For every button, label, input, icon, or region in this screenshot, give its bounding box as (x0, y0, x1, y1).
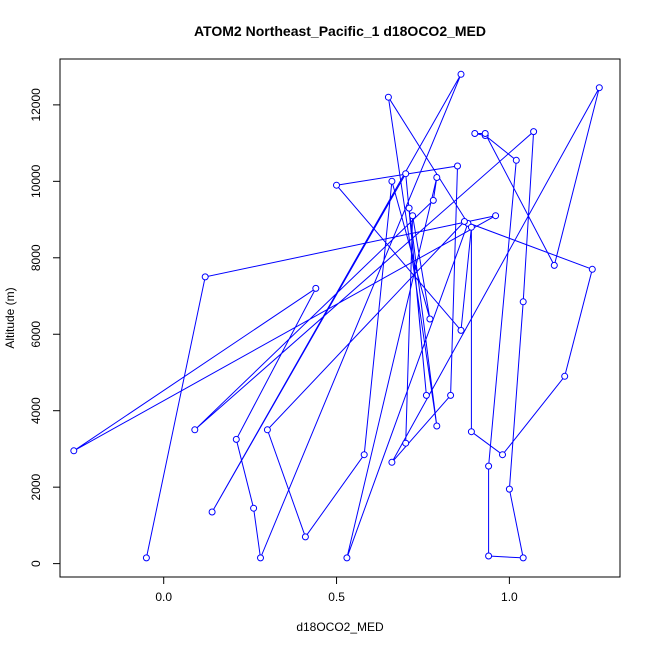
data-point (250, 504, 258, 512)
data-point (360, 451, 368, 459)
data-point (333, 181, 340, 189)
data-point (208, 508, 216, 516)
data-point (257, 554, 264, 562)
data-point (433, 174, 441, 181)
chart-title: ATOM2 Northeast_Pacific_1 d18OCO2_MED (194, 23, 486, 39)
data-point (70, 447, 78, 455)
data-point (512, 156, 520, 164)
x-tick-label: 0.5 (328, 590, 345, 604)
data-point (447, 391, 455, 399)
data-point (471, 130, 479, 137)
data-point (343, 554, 351, 562)
data-point (492, 212, 500, 220)
data-point (485, 462, 493, 470)
data-point (481, 130, 489, 137)
y-tick-label: 8000 (29, 244, 43, 271)
data-point (550, 261, 558, 269)
data-point (595, 84, 603, 92)
plot-area (59, 58, 621, 578)
data-point (433, 422, 441, 430)
data-point (388, 458, 396, 466)
x-tick-label: 1.0 (501, 590, 518, 604)
data-point (384, 93, 392, 101)
series-line (73, 74, 600, 560)
data-point (457, 70, 465, 78)
y-tick-label: 0 (29, 560, 43, 567)
data-point (388, 177, 396, 185)
data-point (457, 326, 465, 334)
data-point (467, 428, 475, 436)
data-point (429, 196, 437, 204)
data-point (561, 372, 569, 380)
y-tick-label: 6000 (29, 321, 43, 348)
y-axis: 0 2000 4000 6000 8000 10000 12000 (29, 88, 60, 567)
data-point (454, 162, 461, 170)
y-tick-label: 4000 (29, 397, 43, 424)
data-points (70, 70, 603, 562)
data-point (232, 435, 240, 443)
data-point (405, 204, 413, 212)
data-point (263, 426, 271, 434)
data-point (402, 170, 410, 178)
data-point (201, 273, 209, 281)
data-point (460, 218, 468, 225)
data-point (519, 298, 527, 306)
data-point (142, 554, 150, 562)
data-point (422, 391, 430, 399)
y-tick-label: 12000 (29, 88, 43, 122)
data-point (505, 485, 513, 493)
data-point (191, 426, 199, 434)
data-point (312, 284, 320, 292)
data-point (402, 439, 410, 447)
x-tick-label: 0.0 (155, 590, 172, 604)
y-axis-label: Altitude (m) (3, 287, 17, 348)
data-point (409, 212, 417, 220)
x-axis: 0.0 0.5 1.0 (155, 577, 518, 604)
data-point (301, 533, 309, 541)
data-point (588, 265, 596, 273)
y-tick-label: 10000 (29, 164, 43, 198)
data-point (426, 315, 434, 323)
data-point (519, 554, 527, 562)
data-point (499, 451, 506, 459)
data-point (530, 128, 538, 136)
y-tick-label: 2000 (29, 473, 43, 500)
data-point (485, 552, 493, 560)
x-axis-label: d18OCO2_MED (296, 620, 384, 634)
data-point (467, 223, 475, 231)
